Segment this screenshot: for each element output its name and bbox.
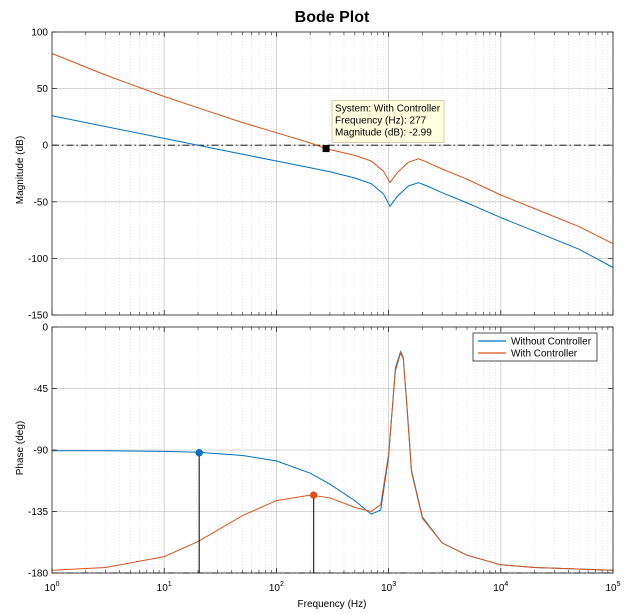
phase-y-tick-label: -90 <box>34 446 49 457</box>
phase-y-tick-label: -45 <box>34 384 49 395</box>
x-tick-label: 105 <box>605 581 620 594</box>
magnitude-y-tick-label: 0 <box>42 141 48 152</box>
phase-marker-with <box>309 491 318 499</box>
x-tick-label: 104 <box>493 581 508 594</box>
legend-entry-without: Without Controller <box>511 337 592 348</box>
phase-y-tick-label: -180 <box>28 569 48 580</box>
legend-entry-with: With Controller <box>511 349 578 360</box>
legend-box <box>472 332 598 362</box>
phase-axis-label: Phase (deg) <box>15 421 26 475</box>
phase-y-tick-label: 0 <box>42 323 48 334</box>
x-tick-label: 100 <box>44 581 59 594</box>
magnitude-y-tick-label: 100 <box>31 28 48 39</box>
magnitude-series-with <box>51 53 614 245</box>
magnitude-series-without <box>51 115 614 268</box>
datatip-box <box>331 100 445 143</box>
datatip-line: Magnitude (dB): -2.99 <box>335 128 432 139</box>
magnitude-y-tick-label: -50 <box>34 197 49 208</box>
magnitude-background <box>52 32 613 315</box>
phase-series-with <box>51 351 614 571</box>
x-tick-label: 102 <box>269 581 284 594</box>
x-tick-label: 101 <box>157 581 172 594</box>
magnitude-y-tick-label: 50 <box>37 84 49 95</box>
magnitude-axis-label: Magnitude (dB) <box>15 136 26 204</box>
phase-marker-without <box>195 449 203 457</box>
phase-y-tick-label: -135 <box>28 507 48 518</box>
x-axis-label: Frequency (Hz) <box>298 599 367 610</box>
datatip-line: System: With Controller <box>335 104 441 115</box>
magnitude-plot: 100 50 0 -50 -100 -150 System: With Controller… <box>28 28 614 322</box>
chart-title: Bode Plot <box>295 9 370 26</box>
datatip-line: Frequency (Hz): 277 <box>335 116 427 127</box>
magnitude-frame <box>51 31 614 316</box>
datatip-marker <box>322 145 330 153</box>
magnitude-y-tick-label: -100 <box>28 254 48 265</box>
x-tick-label: 103 <box>381 581 396 594</box>
magnitude-y-tick-label: -150 <box>28 311 48 322</box>
